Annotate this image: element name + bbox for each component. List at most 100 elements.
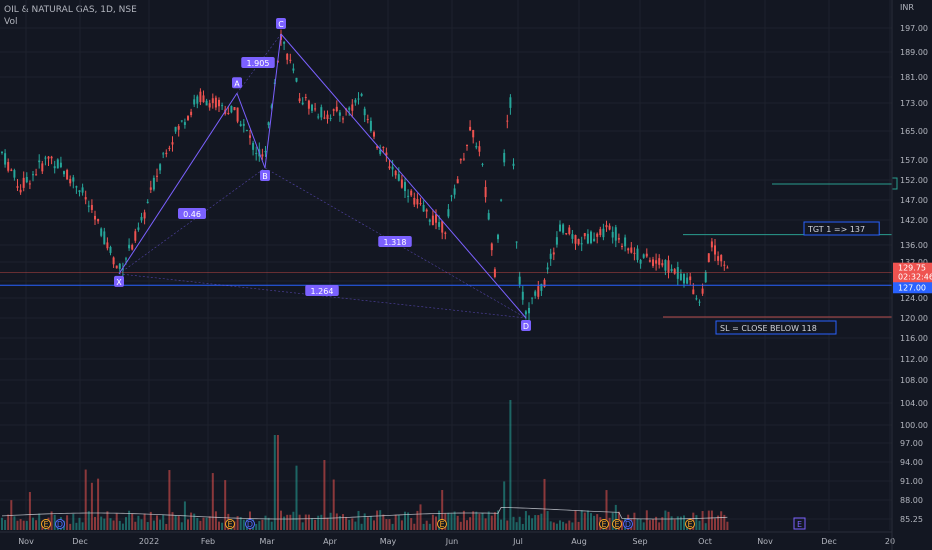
volume-bar — [707, 510, 710, 530]
candle-body — [236, 107, 239, 122]
candle-body — [190, 111, 193, 116]
future-event-box — [793, 517, 806, 530]
candle-body — [134, 231, 137, 241]
x-tick-label: Mar — [259, 537, 275, 546]
y-tick-label: 147.00 — [900, 196, 928, 205]
y-tick-label: 116.00 — [900, 334, 928, 343]
volume-bar — [159, 519, 162, 530]
pattern-diagonal — [118, 167, 266, 275]
candle-body — [44, 157, 47, 159]
candle-body — [360, 93, 363, 96]
pattern-point-label: A — [234, 79, 240, 88]
volume-bar — [555, 523, 558, 530]
volume-bar — [32, 517, 34, 530]
volume-bar — [301, 522, 304, 530]
event-marker-label: E — [43, 520, 48, 529]
candle-body — [47, 156, 50, 159]
volume-bar — [152, 520, 155, 530]
volume-bar — [515, 522, 518, 530]
y-tick-label: 181.00 — [900, 73, 928, 82]
candles — [1, 29, 729, 321]
candle-body — [664, 259, 667, 271]
volume-bar — [342, 514, 344, 530]
candle-body — [658, 258, 661, 265]
candle-body — [348, 107, 351, 110]
price-tag-last — [893, 262, 932, 283]
candle-body — [624, 237, 627, 247]
x-tick-label: 20 — [885, 537, 895, 546]
volume-bar — [283, 516, 286, 530]
candle-body — [283, 41, 286, 44]
candle-body — [63, 171, 65, 175]
candle-body — [100, 228, 103, 236]
candle-body — [193, 99, 196, 105]
pattern-ratio-badge — [305, 285, 339, 296]
volume-bar — [224, 480, 227, 530]
candle-body — [710, 241, 713, 248]
candle-body — [667, 260, 670, 273]
volume-bar — [497, 510, 499, 530]
candle-body — [270, 105, 273, 109]
x-tick-label: Apr — [323, 537, 338, 546]
volume-label: Vol — [4, 17, 18, 27]
candle-body — [115, 265, 118, 269]
volume-bar — [314, 519, 317, 530]
candle-body — [630, 247, 633, 253]
pattern-point-badge — [232, 77, 242, 89]
candle-body — [304, 97, 307, 99]
volume-bar — [317, 515, 320, 530]
candle-body — [689, 276, 692, 281]
volume-bar — [503, 481, 506, 530]
volume-bar — [190, 512, 193, 530]
candle-body — [509, 97, 512, 108]
candle-body — [462, 158, 465, 160]
candle-body — [413, 197, 416, 205]
volume-bar — [118, 520, 121, 530]
volume-bar — [137, 515, 140, 530]
annotation-box-tgt — [803, 221, 880, 236]
candle-body — [577, 239, 580, 245]
volume-average-line — [1, 506, 728, 520]
volume-bar — [338, 516, 341, 530]
candle-body — [642, 254, 645, 258]
candle-body — [397, 174, 400, 181]
volume-bar — [348, 519, 351, 530]
candle-body — [106, 242, 109, 249]
candle-body — [512, 163, 515, 166]
candle-body — [32, 174, 34, 176]
event-marker-label: D — [57, 520, 63, 529]
candle-body — [196, 96, 199, 104]
volume-bar — [1, 517, 3, 530]
candle-body — [472, 129, 475, 138]
pattern-point-label: C — [278, 20, 284, 29]
volume-bar — [404, 511, 406, 530]
candle-body — [19, 189, 22, 193]
volume-bar — [562, 521, 565, 530]
candle-body — [187, 116, 189, 120]
event-marker — [599, 519, 609, 529]
x-tick-label: Sep — [632, 537, 647, 546]
candle-body — [704, 272, 707, 283]
candle-body — [307, 100, 310, 109]
price-tag-value: 129.75 — [898, 264, 926, 273]
volume-bar — [528, 515, 530, 530]
pattern-ratio-badge — [378, 236, 412, 247]
candle-body — [639, 259, 642, 264]
volume-bar — [487, 511, 490, 530]
candle-body — [140, 216, 143, 221]
volume-bar — [658, 522, 661, 530]
candle-body — [90, 205, 93, 210]
candle-body — [422, 204, 425, 212]
candle-body — [720, 254, 723, 262]
candle-body — [137, 227, 140, 230]
candle-body — [159, 164, 162, 171]
volume-bar — [335, 513, 338, 530]
event-marker-label: E — [687, 520, 692, 529]
candle-body — [168, 147, 171, 149]
y-tick-label: 152.00 — [900, 176, 928, 185]
volume-bar — [84, 469, 87, 530]
volume-bar — [419, 504, 422, 530]
candle-body — [329, 117, 332, 119]
volume-bar — [667, 511, 670, 530]
